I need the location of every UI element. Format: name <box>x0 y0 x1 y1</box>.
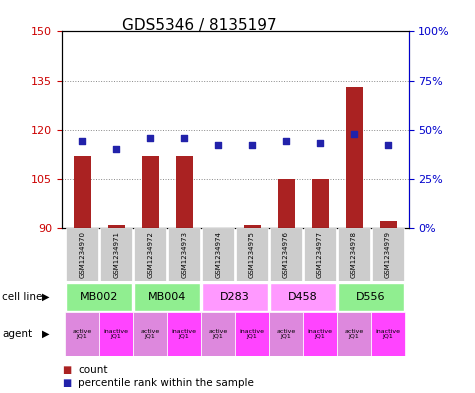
Text: inactive
JQ1: inactive JQ1 <box>104 329 129 340</box>
Text: GSM1234971: GSM1234971 <box>113 231 119 278</box>
Text: inactive
JQ1: inactive JQ1 <box>239 329 265 340</box>
Point <box>180 134 188 141</box>
Bar <box>303 312 337 356</box>
Point <box>384 142 392 149</box>
Bar <box>270 283 336 311</box>
Bar <box>269 312 303 356</box>
Text: D458: D458 <box>288 292 318 302</box>
Bar <box>168 228 200 281</box>
Text: GSM1234977: GSM1234977 <box>317 231 323 278</box>
Bar <box>346 87 362 228</box>
Bar <box>74 156 91 228</box>
Bar <box>277 179 294 228</box>
Text: inactive
JQ1: inactive JQ1 <box>376 329 400 340</box>
Bar <box>134 228 166 281</box>
Bar <box>371 312 405 356</box>
Text: GSM1234979: GSM1234979 <box>385 231 391 278</box>
Bar <box>202 283 268 311</box>
Text: GDS5346 / 8135197: GDS5346 / 8135197 <box>122 18 277 33</box>
Bar <box>304 228 336 281</box>
Text: GSM1234975: GSM1234975 <box>249 231 255 278</box>
Text: GSM1234972: GSM1234972 <box>147 231 153 278</box>
Point <box>146 134 154 141</box>
Text: count: count <box>78 365 108 375</box>
Point <box>214 142 222 149</box>
Bar <box>235 312 269 356</box>
Bar <box>312 179 329 228</box>
Bar <box>100 228 133 281</box>
Bar <box>244 225 261 228</box>
Bar <box>270 228 303 281</box>
Point <box>316 140 324 147</box>
Text: GSM1234976: GSM1234976 <box>283 231 289 278</box>
Bar <box>134 283 200 311</box>
Bar <box>380 221 397 228</box>
Bar <box>202 228 235 281</box>
Text: agent: agent <box>2 329 32 339</box>
Bar <box>142 156 159 228</box>
Bar <box>236 228 268 281</box>
Bar <box>66 283 133 311</box>
Point <box>78 138 86 145</box>
Point <box>248 142 256 149</box>
Text: active
JQ1: active JQ1 <box>73 329 92 340</box>
Point <box>350 130 358 137</box>
Bar <box>99 312 133 356</box>
Text: active
JQ1: active JQ1 <box>344 329 364 340</box>
Bar <box>167 312 201 356</box>
Text: GSM1234978: GSM1234978 <box>351 231 357 278</box>
Text: MB002: MB002 <box>80 292 118 302</box>
Text: active
JQ1: active JQ1 <box>209 329 228 340</box>
Text: cell line: cell line <box>2 292 43 302</box>
Text: ▶: ▶ <box>42 292 49 302</box>
Text: inactive
JQ1: inactive JQ1 <box>171 329 197 340</box>
Text: D283: D283 <box>220 292 250 302</box>
Text: GSM1234970: GSM1234970 <box>79 231 85 278</box>
Text: active
JQ1: active JQ1 <box>141 329 160 340</box>
Text: ■: ■ <box>62 365 71 375</box>
Bar <box>176 156 193 228</box>
Text: GSM1234974: GSM1234974 <box>215 231 221 278</box>
Bar <box>338 283 404 311</box>
Bar <box>133 312 167 356</box>
Text: ▶: ▶ <box>42 329 49 339</box>
Bar <box>108 225 124 228</box>
Bar <box>201 312 235 356</box>
Text: percentile rank within the sample: percentile rank within the sample <box>78 378 254 388</box>
Bar <box>337 312 371 356</box>
Text: inactive
JQ1: inactive JQ1 <box>308 329 332 340</box>
Text: active
JQ1: active JQ1 <box>276 329 296 340</box>
Text: MB004: MB004 <box>148 292 186 302</box>
Text: ■: ■ <box>62 378 71 388</box>
Bar <box>209 228 227 231</box>
Point <box>282 138 290 145</box>
Bar <box>372 228 404 281</box>
Bar <box>65 312 99 356</box>
Text: GSM1234973: GSM1234973 <box>181 231 187 278</box>
Point <box>113 146 120 152</box>
Bar <box>338 228 370 281</box>
Bar <box>66 228 98 281</box>
Text: D556: D556 <box>356 292 386 302</box>
